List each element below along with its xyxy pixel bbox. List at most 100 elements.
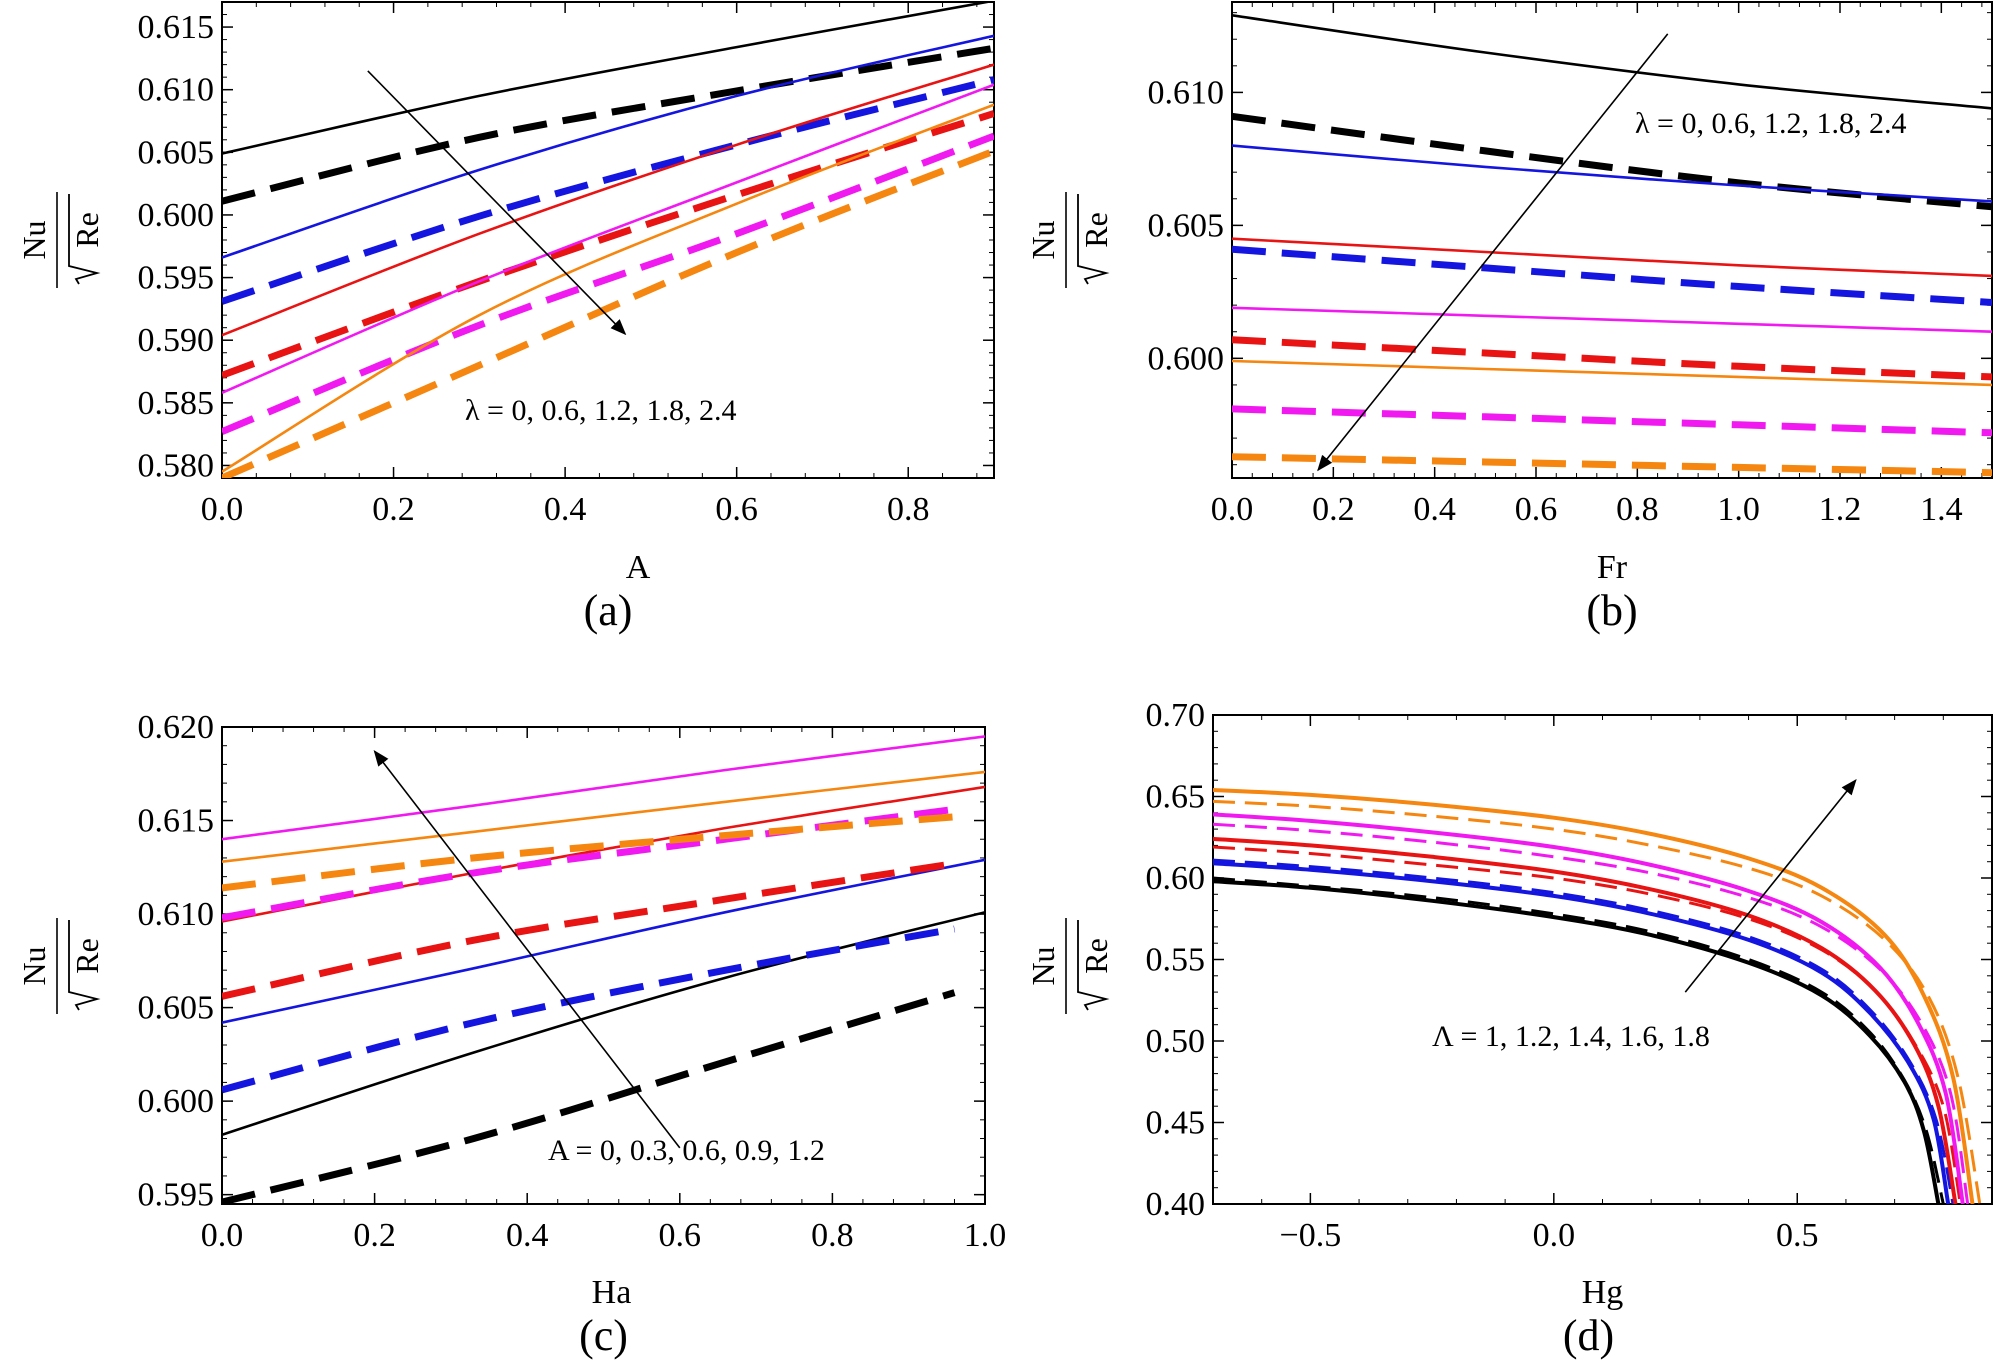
x-tick-label: 1.0 (1717, 491, 1760, 528)
plot-frame (1212, 714, 1993, 1205)
y-tick-label: 0.60 (1146, 860, 1206, 897)
sqrt-sign (1077, 920, 1110, 1011)
series-line-red-solid (1232, 237, 1992, 278)
x-tick-label: 0.5 (1776, 1217, 1819, 1254)
y-label-denominator: Re (69, 212, 105, 248)
series-line-magenta-solid (1232, 306, 1992, 333)
series-line-blue-dashed (1213, 858, 1955, 1204)
x-tick-label: 0.2 (353, 1217, 396, 1254)
annotation-label: λ = 0, 0.6, 1.2, 1.8, 2.4 (1635, 107, 1906, 140)
x-tick-label: 0.4 (1413, 491, 1456, 528)
annotation-label: λ = 0, 0.6, 1.2, 1.8, 2.4 (465, 394, 736, 427)
series-line-orange-dashed (1213, 799, 1982, 1204)
series-line-orange-solid (1232, 359, 1992, 387)
series-line-magenta-dashed (222, 132, 994, 435)
y-tick-label: 0.615 (138, 803, 215, 840)
y-tick-label: 0.590 (138, 322, 215, 359)
x-tick-label: 1.0 (964, 1217, 1007, 1254)
x-tick-label: 0.6 (659, 1217, 702, 1254)
sqrt-sign (68, 920, 101, 1011)
y-label-denominator: Re (69, 938, 105, 974)
trend-arrow (367, 70, 627, 336)
y-tick-label: 0.65 (1146, 779, 1206, 816)
series-line-blue-solid (222, 34, 994, 259)
panel-b: 0.0 0.2 0.4 0.6 0.8 1.0 1.2 1.4 0.600 0.605 0.610 λ… (1025, 1, 1993, 635)
series-group (222, 2, 994, 478)
y-label-numerator: Nu (1025, 946, 1061, 985)
x-tick-label: 0.8 (1616, 491, 1659, 528)
series-group (1213, 788, 1982, 1204)
series-line-magenta-solid (1213, 812, 1965, 1204)
panel-c: 0.0 0.2 0.4 0.6 0.8 1.0 0.595 0.600 0.605 0.610 0.… (16, 709, 1006, 1360)
x-tick-label: 0.0 (201, 491, 244, 528)
series-line-orange-dashed (222, 147, 994, 478)
y-axis-label: Nu Re (16, 918, 105, 1014)
series-line-red-solid (222, 63, 994, 337)
panel-d: −0.5 0.0 0.5 0.40 0.45 0.50 0.55 0.60 0.65 0.70 Λ … (1025, 697, 1993, 1360)
series-line-blue-dashed (222, 925, 956, 1094)
sqrt-sign (1077, 194, 1110, 285)
x-tick-label: 0.2 (1312, 491, 1355, 528)
series-line-orange-solid (1213, 788, 1975, 1204)
series-line-magenta-dashed (1213, 822, 1970, 1204)
y-tick-label: 0.615 (138, 9, 215, 46)
sqrt-sign (68, 194, 101, 285)
y-tick-label: 0.605 (138, 134, 215, 171)
series-line-orange-dashed (1232, 453, 1992, 477)
y-label-numerator: Nu (1025, 220, 1061, 259)
series-line-black-solid (222, 2, 994, 155)
series-line-magenta-solid (222, 735, 985, 841)
series-line-orange-solid (222, 103, 994, 473)
series-line-magenta-dashed (1232, 405, 1992, 437)
x-tick-label: 0.2 (372, 491, 415, 528)
series-line-blue-solid (222, 858, 985, 1024)
x-tick-label: 1.2 (1819, 491, 1862, 528)
y-tick-label: 0.585 (138, 385, 215, 422)
x-axis-label: Fr (1597, 549, 1628, 586)
x-axis-label: Hg (1582, 1274, 1624, 1311)
trend-arrow (373, 750, 681, 1149)
x-axis-label: A (626, 549, 651, 586)
y-tick-label: 0.610 (138, 72, 215, 109)
x-tick-label: 0.0 (1211, 491, 1254, 528)
x-tick-label: 0.0 (1533, 1217, 1576, 1254)
y-tick-label: 0.600 (138, 197, 215, 234)
plot-frame (221, 726, 986, 1205)
panel-a: 0.0 0.2 0.4 0.6 0.8 0.580 0.585 0.590 0.595 0.600… (16, 1, 995, 635)
series-line-black-dashed (222, 44, 994, 205)
y-tick-label: 0.595 (138, 1177, 215, 1214)
trend-arrow (1317, 33, 1669, 472)
y-tick-label: 0.605 (138, 990, 215, 1027)
annotation-label: Λ = 1, 1.2, 1.4, 1.6, 1.8 (1432, 1020, 1710, 1053)
series-line-red-dashed (222, 110, 994, 379)
y-tick-label: 0.55 (1146, 942, 1206, 979)
series-line-red-dashed (1213, 845, 1962, 1204)
series-line-blue-solid (1213, 861, 1951, 1204)
x-tick-label: 0.8 (811, 1217, 854, 1254)
trend-arrow (1684, 778, 1857, 993)
series-line-red-dashed (1232, 336, 1992, 381)
x-tick-label: 0.0 (201, 1217, 244, 1254)
series-line-black-dashed (1213, 876, 1945, 1204)
y-axis-label: Nu Re (1025, 918, 1114, 1014)
annotation-label: A = 0, 0.3, 0.6, 0.9, 1.2 (548, 1134, 825, 1167)
series-line-blue-dashed (1232, 245, 1992, 306)
plot-frame (1231, 1, 1993, 479)
series-line-black-dashed (1232, 112, 1992, 211)
series-line-red-solid (222, 785, 985, 923)
y-tick-label: 0.610 (1148, 74, 1225, 111)
x-axis-label: Ha (592, 1274, 632, 1311)
series-line-black-dashed (222, 989, 956, 1204)
x-tick-label: 0.6 (715, 491, 758, 528)
y-tick-label: 0.620 (138, 709, 215, 746)
y-label-denominator: Re (1078, 938, 1114, 974)
x-tick-label: 0.8 (887, 491, 930, 528)
y-label-numerator: Nu (16, 220, 52, 259)
y-tick-label: 0.70 (1146, 697, 1206, 734)
panel-label: (b) (1586, 586, 1637, 635)
y-tick-label: 0.50 (1146, 1023, 1206, 1060)
x-tick-label: 0.4 (544, 491, 587, 528)
y-tick-label: 0.595 (138, 260, 215, 297)
series-line-red-dashed (222, 860, 956, 1000)
y-tick-label: 0.580 (138, 447, 215, 484)
